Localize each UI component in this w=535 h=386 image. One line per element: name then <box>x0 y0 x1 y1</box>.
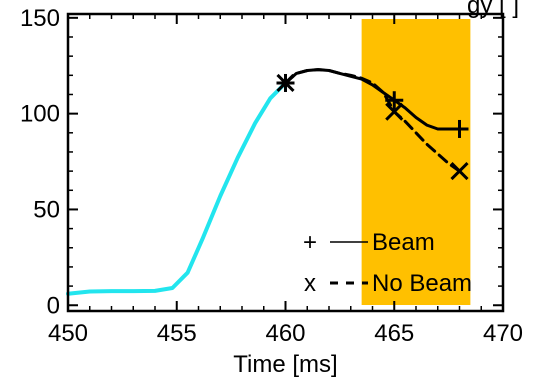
x-marker-b <box>385 102 404 121</box>
y-tick-label: 150 <box>20 5 60 32</box>
axes: 450 455 460 465 470 0 50 100 150 <box>20 5 523 347</box>
legend-label: No Beam <box>372 270 472 297</box>
x-tick-label: 455 <box>157 320 197 347</box>
legend-item-beam: + Beam <box>303 229 435 256</box>
no-beam-point-1 <box>385 102 404 121</box>
legend: + Beam x No Beam <box>303 229 472 297</box>
chart-title: gy [ ] <box>467 0 519 19</box>
series-line-rise-0 <box>66 81 288 296</box>
beam-point-1 <box>385 91 404 110</box>
no-beam-point-0 <box>276 73 295 93</box>
beam-point-2 <box>450 119 469 138</box>
x-marker-b <box>450 162 469 181</box>
y-tick-label: 100 <box>20 101 60 128</box>
x-marker-b <box>276 73 295 93</box>
legend-item-no-beam: x No Beam <box>304 270 472 297</box>
shaded-region <box>361 19 471 305</box>
plot-area <box>66 19 471 305</box>
x-tick-label: 450 <box>48 320 88 347</box>
x-tick-label: 460 <box>265 320 305 347</box>
x-axis-label: Time [ms] <box>233 351 337 378</box>
no-beam-point-2 <box>450 162 469 181</box>
legend-symbol: x <box>304 270 316 297</box>
y-tick-label: 50 <box>33 196 60 223</box>
x-tick-label: 465 <box>374 320 414 347</box>
series-line-no-beam <box>284 68 461 173</box>
y-tick-label: 0 <box>47 292 60 319</box>
legend-symbol: + <box>303 229 317 256</box>
legend-label: Beam <box>372 229 435 256</box>
x-tick-label: 470 <box>483 320 523 347</box>
